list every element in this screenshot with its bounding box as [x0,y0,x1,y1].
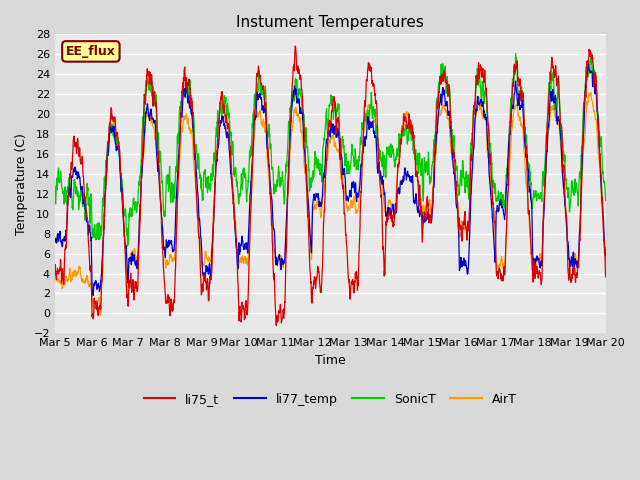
li77_temp [90,293,97,299]
li77_temp [568,264,576,270]
AirT [568,257,576,263]
li75_t [273,323,280,328]
SonicT [491,191,499,196]
Line: SonicT: SonicT [55,53,605,246]
Y-axis label: Temperature (C): Temperature (C) [15,133,28,235]
li75_t [347,289,355,295]
SonicT [346,166,354,172]
Line: AirT: AirT [55,92,605,315]
AirT [358,148,366,154]
li77_temp [491,246,499,252]
SonicT [588,50,595,56]
SonicT [51,183,59,189]
Text: EE_flux: EE_flux [66,45,116,58]
AirT [346,202,354,208]
li75_t [51,263,59,269]
li75_t [491,218,499,224]
AirT [491,216,499,222]
li75_t [358,152,366,157]
li75_t [205,298,212,304]
li77_temp [584,60,592,65]
li75_t [602,274,609,280]
AirT [97,312,104,318]
AirT [602,261,609,266]
SonicT [124,243,131,249]
li75_t [291,43,299,49]
SonicT [554,104,561,109]
Legend: li75_t, li77_temp, SonicT, AirT: li75_t, li77_temp, SonicT, AirT [139,387,522,410]
Title: Instument Temperatures: Instument Temperatures [236,15,424,30]
li75_t [569,265,577,271]
SonicT [568,183,576,189]
SonicT [205,179,212,185]
Line: li75_t: li75_t [55,46,605,325]
SonicT [602,198,609,204]
Line: li77_temp: li77_temp [55,62,605,296]
li77_temp [51,238,59,244]
li75_t [554,78,561,84]
AirT [554,115,561,120]
X-axis label: Time: Time [315,354,346,367]
AirT [205,257,212,263]
SonicT [358,121,366,127]
li77_temp [554,119,561,125]
li77_temp [358,156,366,162]
li77_temp [602,253,609,259]
li77_temp [346,192,354,197]
AirT [587,89,595,95]
li77_temp [205,268,212,274]
AirT [51,274,59,280]
